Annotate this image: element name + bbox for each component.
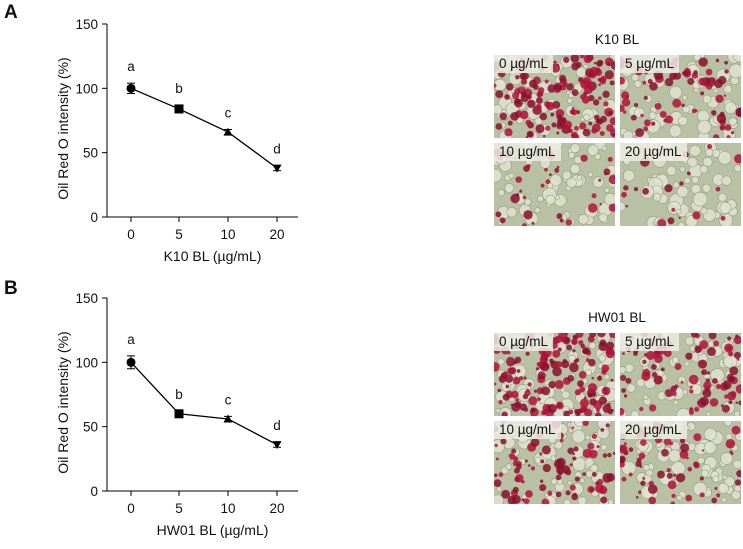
data-point-marker [126, 357, 136, 367]
data-point-marker [223, 414, 233, 423]
x-tick-label: 5 [175, 501, 183, 516]
panel-letter-a: A [4, 2, 18, 23]
data-point-marker [174, 409, 184, 419]
significance-letter: b [175, 387, 183, 402]
significance-letter: c [225, 106, 232, 121]
micrograph-label: 20 µg/mL [620, 421, 687, 439]
x-tick-label: 5 [175, 227, 183, 242]
data-point-marker [272, 164, 282, 173]
micrograph-texture [494, 55, 615, 138]
micrograph-cell: 5 µg/mL [620, 333, 741, 416]
micrograph-label: 20 µg/mL [620, 143, 687, 161]
x-tick-label: 20 [269, 227, 284, 242]
x-tick-label: 0 [127, 227, 135, 242]
data-point-marker [126, 83, 136, 93]
significance-letter: a [127, 59, 135, 74]
significance-letter: d [273, 418, 281, 433]
y-axis-label: Oil Red O intensity (%) [55, 331, 71, 473]
micrograph-cell: 0 µg/mL [494, 333, 615, 416]
micrograph-label: 0 µg/mL [494, 333, 554, 351]
x-axis-label: HW01 BL (µg/mL) [157, 522, 269, 538]
x-tick-label: 10 [220, 501, 235, 516]
micrograph-label: 0 µg/mL [494, 55, 554, 73]
significance-letter: a [127, 332, 135, 347]
micrograph-title-a: K10 BL [594, 32, 640, 47]
micrograph-label: 10 µg/mL [494, 421, 561, 439]
y-tick-label: 150 [75, 291, 98, 306]
series-line [130, 361, 278, 446]
data-point-marker [272, 441, 282, 450]
micrograph-cell: 10 µg/mL [494, 421, 615, 504]
panel-letter-b: B [4, 278, 18, 299]
micrograph-cell: 20 µg/mL [620, 143, 741, 226]
micrograph-cell: 0 µg/mL [494, 55, 615, 138]
micrograph-cell: 10 µg/mL [494, 143, 615, 226]
y-tick-label: 50 [83, 420, 98, 435]
data-point-marker [223, 127, 233, 136]
micrograph-grid-a: 0 µg/mL 5 µg/mL 10 µg/mL 20 µg/mL [494, 55, 741, 226]
chart-a: 0 50 100 150 0 5 10 20 K10 BL (µg/mL) Oil Red O i… [55, 17, 298, 264]
data-point-marker [174, 104, 184, 114]
significance-letter: c [225, 392, 232, 407]
micrograph-cell: 5 µg/mL [620, 55, 741, 138]
x-tick-label: 10 [220, 227, 235, 242]
y-tick-label: 100 [75, 81, 98, 96]
x-tick-label: 20 [269, 501, 284, 516]
micrograph-label: 10 µg/mL [494, 143, 561, 161]
y-tick-label: 0 [90, 484, 98, 499]
x-axis-label: K10 BL (µg/mL) [164, 248, 262, 264]
y-tick-label: 50 [83, 146, 98, 161]
y-tick-label: 0 [90, 210, 98, 225]
y-tick-label: 100 [75, 355, 98, 370]
x-tick-label: 0 [127, 501, 135, 516]
y-tick-label: 150 [75, 17, 98, 32]
micrograph-label: 5 µg/mL [620, 55, 680, 73]
series-line [130, 87, 278, 169]
significance-letter: d [273, 142, 281, 157]
micrograph-cell: 20 µg/mL [620, 421, 741, 504]
significance-letter: b [175, 81, 183, 96]
micrograph-grid-b: 0 µg/mL 5 µg/mL 10 µg/mL 20 µg/mL [494, 333, 741, 504]
micrograph-label: 5 µg/mL [620, 333, 680, 351]
y-axis-label: Oil Red O intensity (%) [55, 57, 71, 199]
micrograph-title-b: HW01 BL [588, 310, 646, 325]
